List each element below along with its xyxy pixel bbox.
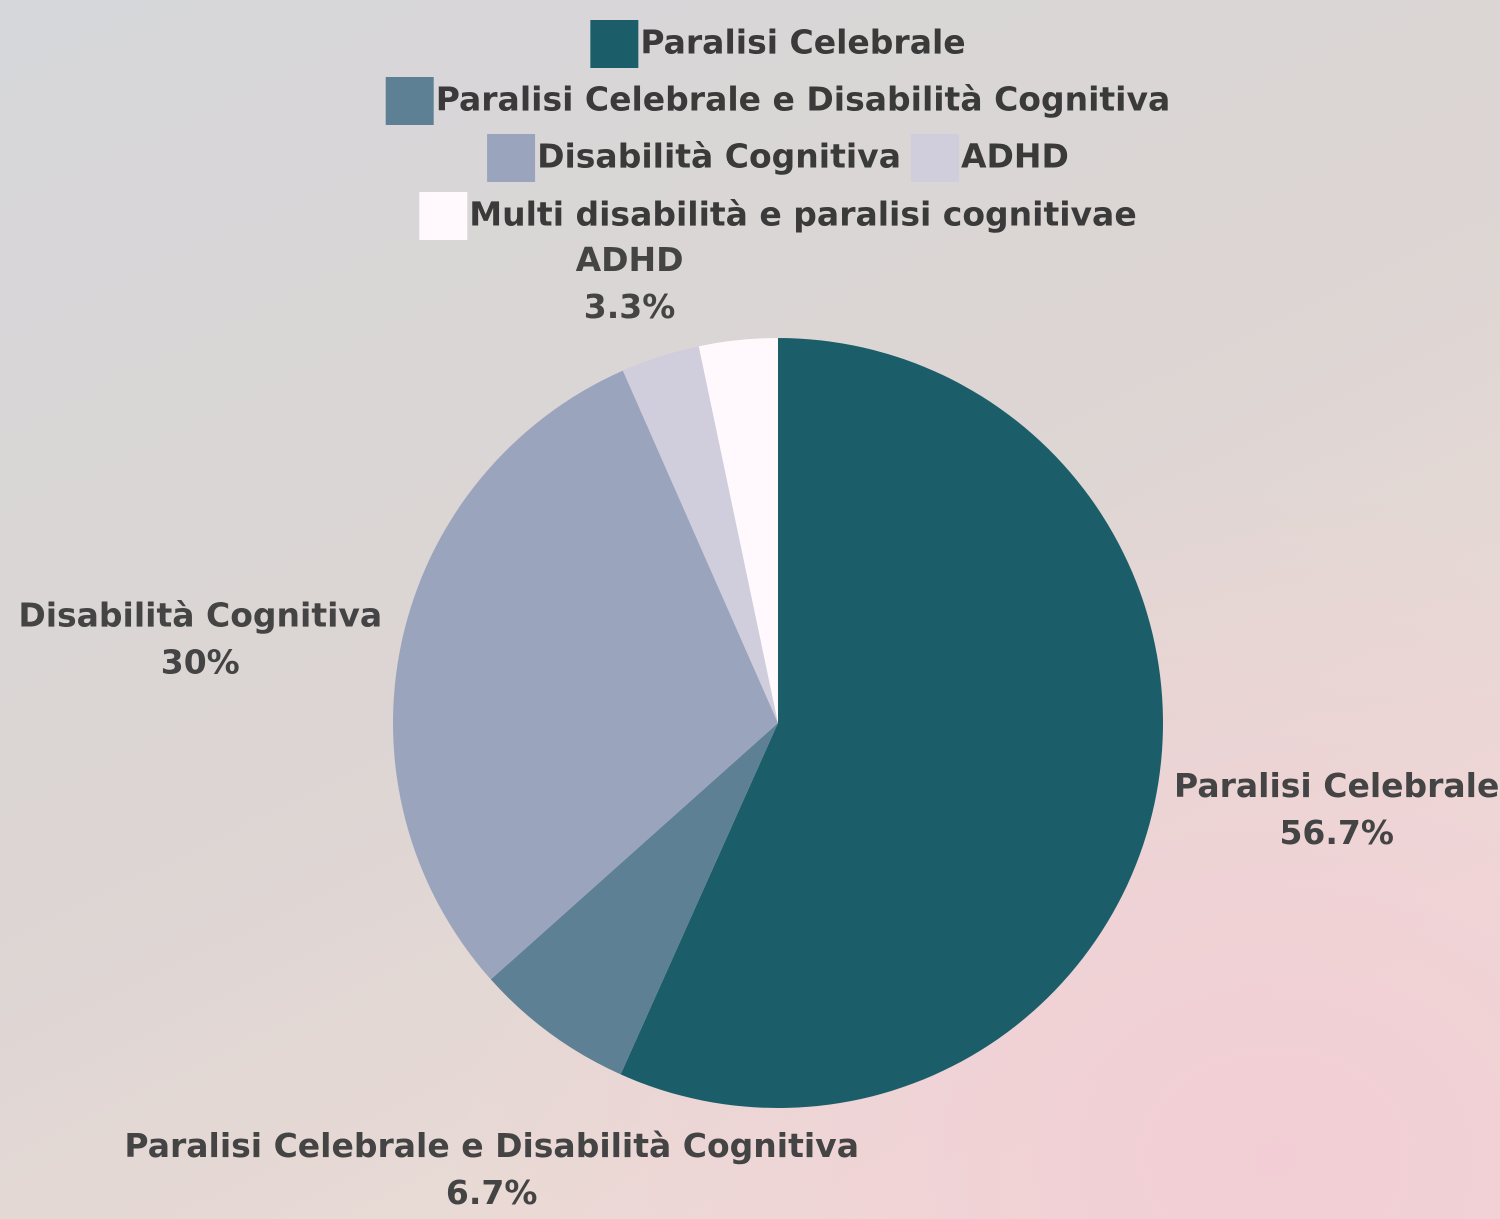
pie-slice — [490, 723, 778, 1075]
pie-slice — [620, 338, 1164, 1108]
legend-label: Multi disabilità e paralisi cognitivae — [469, 195, 1136, 234]
data-label-value: 56.7% — [1279, 813, 1394, 852]
pie-slice — [622, 346, 778, 723]
legend-swatch — [910, 134, 959, 182]
data-label-name: Paralisi Celebrale — [1174, 766, 1499, 805]
data-label-name: Disabilità Cognitiva — [18, 596, 382, 635]
pie-slice — [392, 370, 778, 980]
data-label-name: Paralisi Celebrale e Disabilità Cognitiv… — [124, 1126, 859, 1165]
data-label-name: ADHD — [576, 240, 684, 279]
data-label-value: 3.3% — [584, 287, 676, 326]
legend-label: Paralisi Celebrale e Disabilità Cognitiv… — [436, 80, 1171, 119]
legend-label: Disabilità Cognitiva — [537, 137, 901, 176]
pie-slice — [698, 338, 778, 723]
legend-swatch — [419, 192, 468, 240]
legend-swatch — [590, 20, 639, 68]
legend-label: Paralisi Celebrale — [640, 23, 965, 62]
legend-swatch — [385, 77, 434, 125]
data-label-value: 30% — [161, 643, 240, 682]
legend-swatch — [487, 134, 536, 182]
legend-label: ADHD — [961, 137, 1069, 176]
data-label-value: 6.7% — [446, 1173, 538, 1212]
